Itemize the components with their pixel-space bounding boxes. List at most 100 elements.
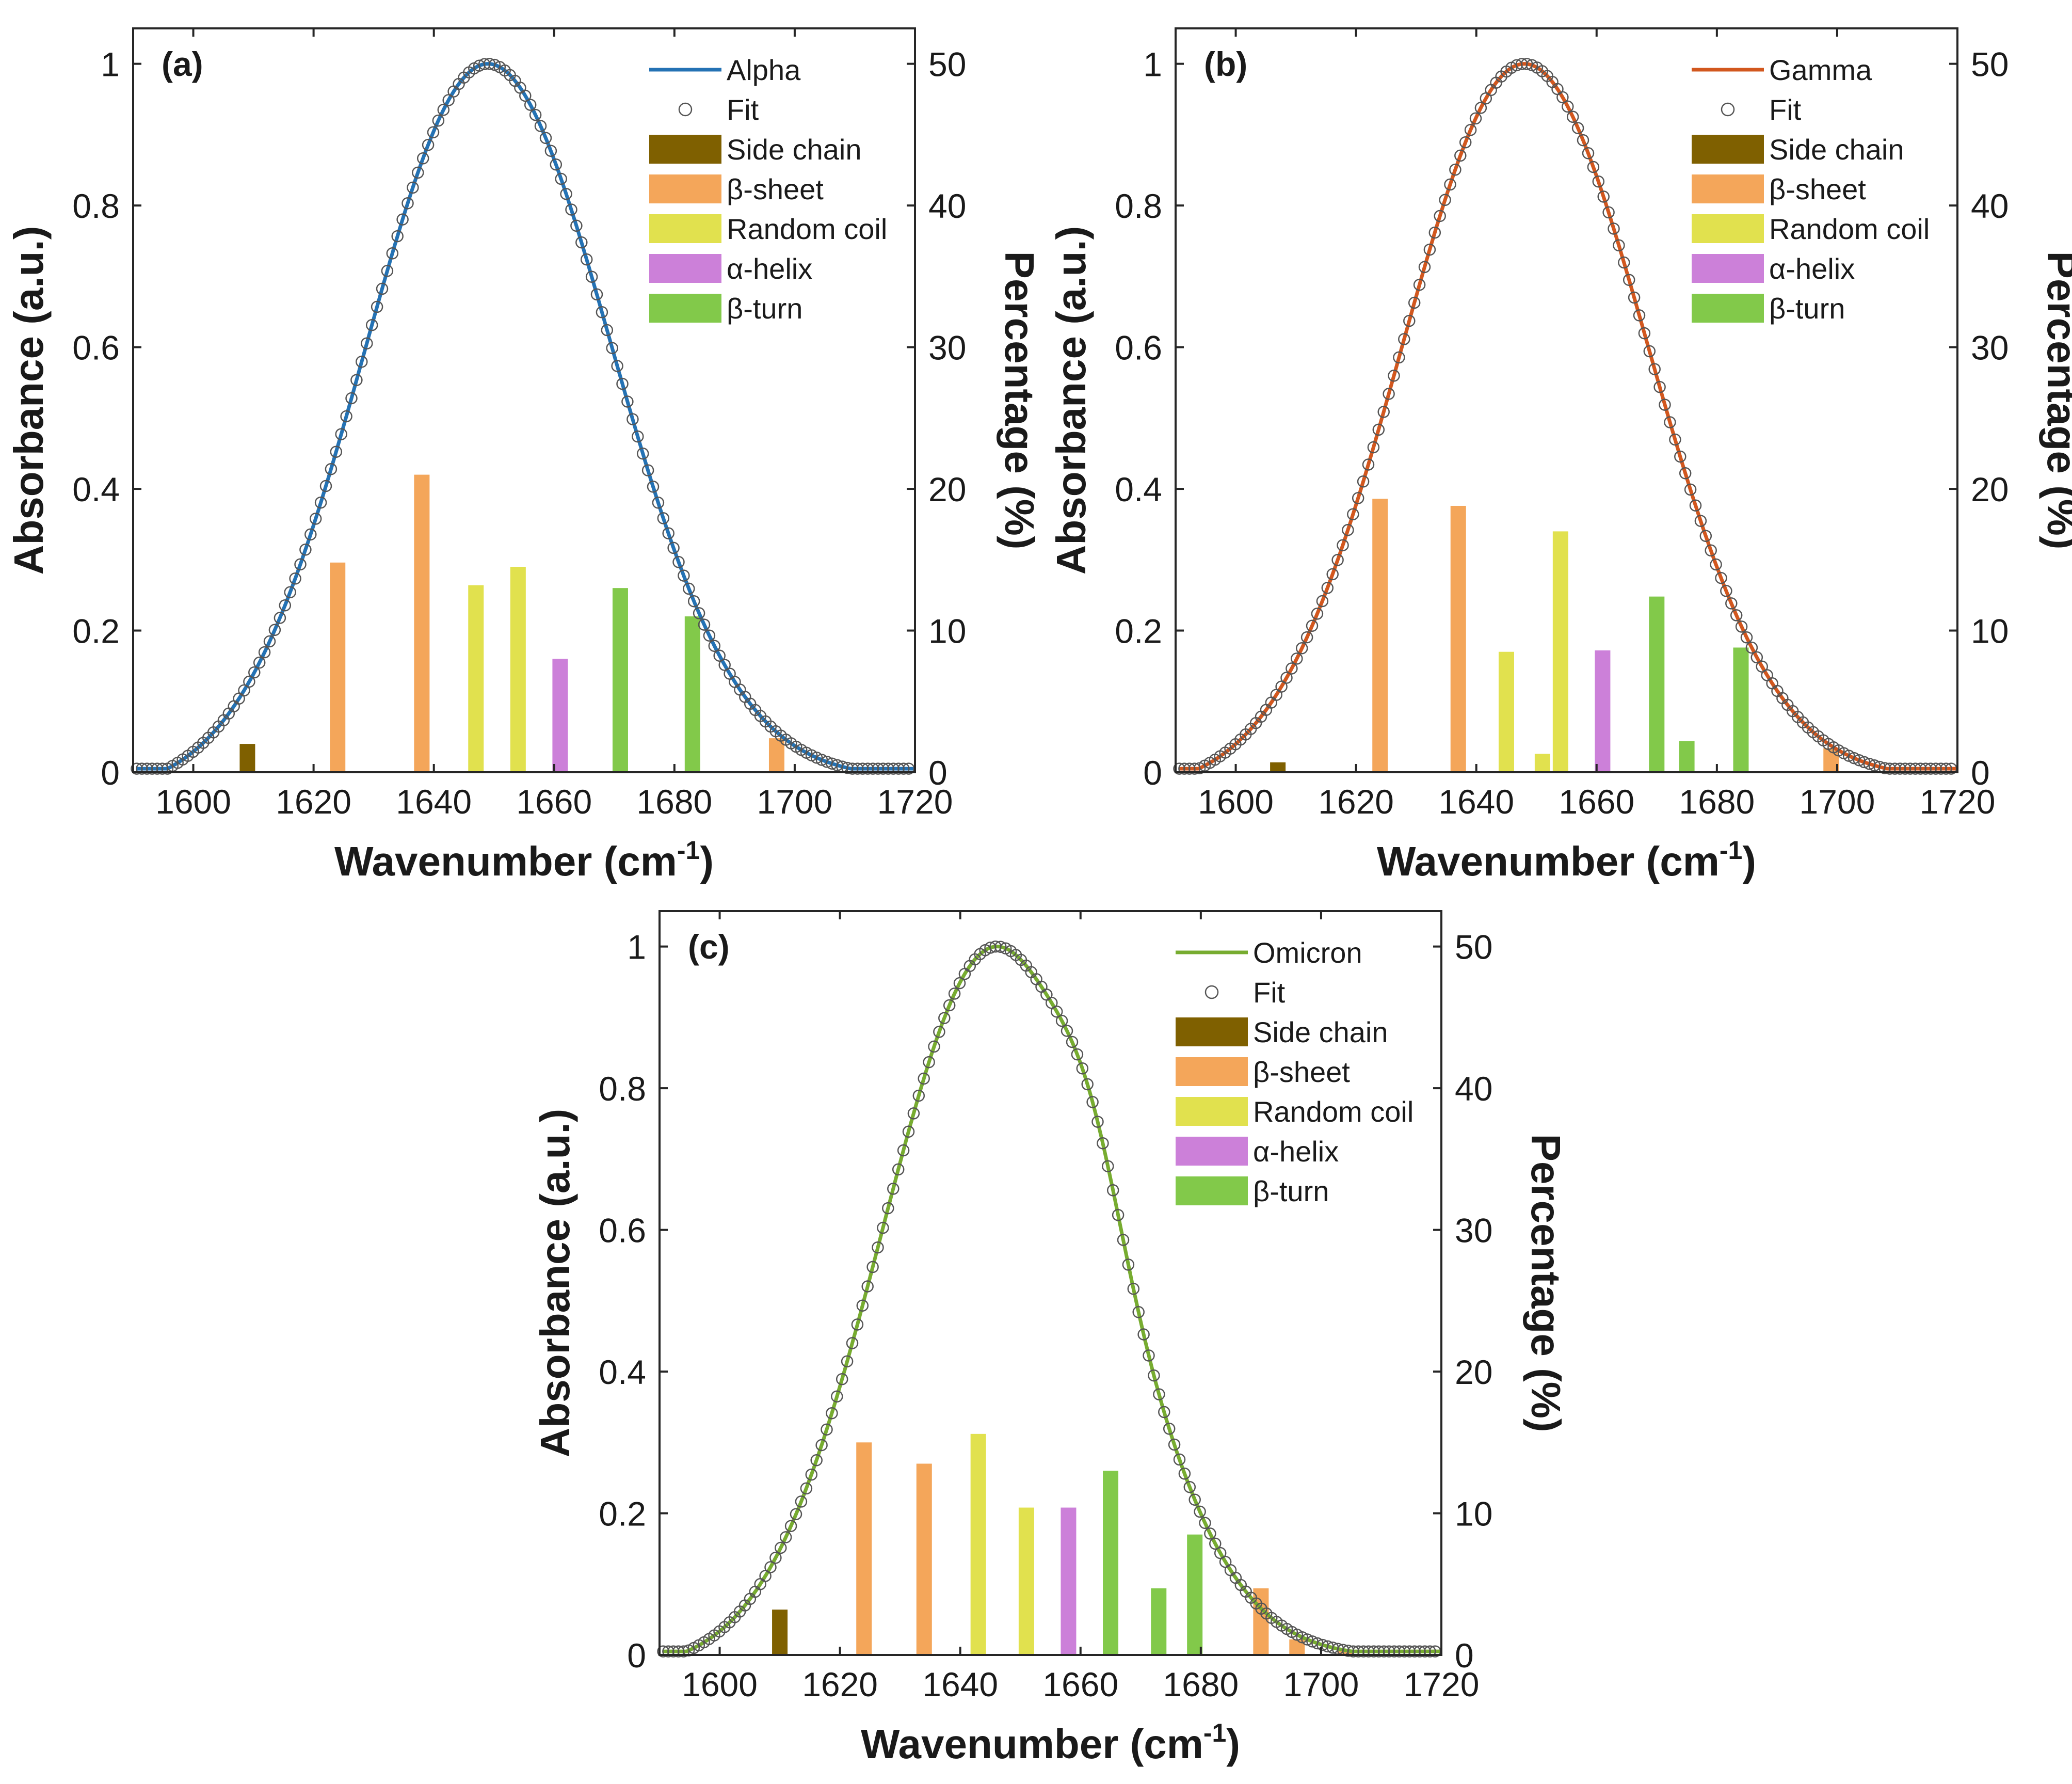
fit-marker (1194, 1505, 1206, 1518)
legend-item-side-chain: Side chain (1692, 133, 1904, 166)
fit-marker (1214, 1547, 1227, 1559)
bar-random-coil (970, 1433, 986, 1655)
fit-marker (1097, 1137, 1109, 1150)
fit-marker (1469, 112, 1482, 125)
y-tick-label-right: 20 (928, 470, 966, 508)
y-tick-label-right: 20 (1455, 1353, 1492, 1391)
axes (132, 27, 916, 773)
fit-marker (815, 754, 828, 766)
fit-marker (575, 236, 588, 249)
legend-swatch (1176, 1017, 1248, 1046)
y-axis-label-right: Percentage (%) (1523, 1134, 1569, 1432)
fit-marker (1577, 134, 1589, 147)
fit-marker (590, 288, 603, 301)
bar-random-coil (1018, 1507, 1034, 1655)
bar-beta-sheet (1337, 1650, 1353, 1655)
legend-item-beta-sheet: β-sheet (649, 173, 824, 205)
fit-marker (1321, 582, 1334, 594)
fit-marker (1669, 433, 1681, 446)
y-tick-label-left: 0.6 (1115, 329, 1162, 367)
y-tick-label-left: 0.8 (72, 187, 120, 225)
fit-marker (703, 629, 716, 642)
fit-marker (1566, 110, 1579, 123)
fit-marker (253, 656, 266, 669)
fit-marker (1699, 530, 1712, 542)
fit-marker (779, 1531, 792, 1543)
fit-marker (432, 114, 445, 127)
fit-marker (641, 464, 654, 476)
fit-marker (1050, 1005, 1063, 1018)
legend-label: Side chain (727, 133, 862, 166)
x-tick-label: 1640 (396, 783, 472, 821)
y-tick-label-right: 40 (1971, 187, 2009, 225)
x-tick-label: 1700 (1800, 783, 1875, 821)
fit-marker (810, 1454, 823, 1467)
fit-marker (1689, 499, 1702, 512)
fit-marker (519, 89, 532, 102)
fit-marker (1638, 327, 1651, 340)
fit-marker (1613, 239, 1625, 252)
fit-marker (1106, 1184, 1119, 1197)
fit-marker (330, 445, 343, 458)
fit-marker (407, 181, 419, 194)
fit-marker (391, 230, 404, 243)
fit-marker (585, 270, 598, 283)
fit-marker (933, 1026, 945, 1038)
bar-beta-turn (1187, 1534, 1203, 1655)
fit-marker (784, 1520, 797, 1532)
bar-beta-turn (1679, 741, 1695, 772)
fit-marker (1132, 1306, 1145, 1318)
fit-marker (1710, 558, 1722, 571)
fit-marker (683, 582, 695, 595)
legend-item-fit: Fit (678, 93, 759, 126)
fit-marker (268, 624, 281, 636)
bar-beta-turn (612, 588, 628, 772)
fit-marker (1367, 441, 1380, 454)
fit-marker (401, 197, 414, 210)
legend-label: Side chain (1253, 1016, 1388, 1048)
y-tick-label-left: 0.4 (599, 1353, 646, 1391)
fit-marker (1674, 450, 1686, 463)
fit-marker (1357, 475, 1370, 488)
legend-swatch (1176, 1097, 1248, 1126)
fit-marker (1679, 467, 1692, 480)
fit-marker (1694, 515, 1707, 527)
fit-marker (299, 544, 312, 556)
bar-random-coil (1498, 651, 1514, 772)
fit-marker (897, 1144, 910, 1157)
fit-marker (304, 528, 317, 541)
legend-label: α-helix (727, 252, 812, 285)
y-tick-label-right: 10 (1971, 612, 2009, 650)
fit-marker (1684, 483, 1697, 496)
legend-item-alpha-helix: α-helix (1692, 252, 1855, 285)
legend-label: β-sheet (727, 173, 824, 205)
fit-marker (1745, 641, 1758, 654)
fit-marker (795, 1495, 808, 1508)
fit-marker (555, 172, 567, 185)
fit-marker (1143, 1349, 1155, 1362)
fit-marker (580, 253, 593, 266)
fit-marker (248, 666, 261, 679)
legend-label: Random coil (1253, 1095, 1414, 1128)
legend-label: β-sheet (1253, 1056, 1350, 1088)
fit-marker (1940, 762, 1952, 775)
x-tick-label: 1620 (802, 1665, 878, 1703)
fit-marker (821, 1423, 833, 1436)
fit-marker (294, 558, 307, 571)
y-axis-label-right: Percentage (%) (997, 251, 1042, 550)
legend-swatch (1692, 214, 1764, 243)
fit-marker (1204, 1527, 1216, 1540)
fit-marker (1163, 1423, 1176, 1435)
fit-marker (565, 203, 577, 216)
x-tick-label: 1700 (757, 783, 833, 821)
fit-marker (284, 586, 296, 599)
fit-marker (1316, 595, 1329, 608)
fit-marker (309, 513, 322, 525)
fit-marker (790, 1508, 802, 1520)
x-tick-label: 1680 (1679, 783, 1755, 821)
fit-marker (805, 1468, 818, 1481)
fit-marker (923, 1056, 935, 1069)
fit-marker (427, 126, 440, 139)
legend-item-side-chain: Side chain (1176, 1016, 1388, 1048)
fit-marker (953, 977, 966, 990)
